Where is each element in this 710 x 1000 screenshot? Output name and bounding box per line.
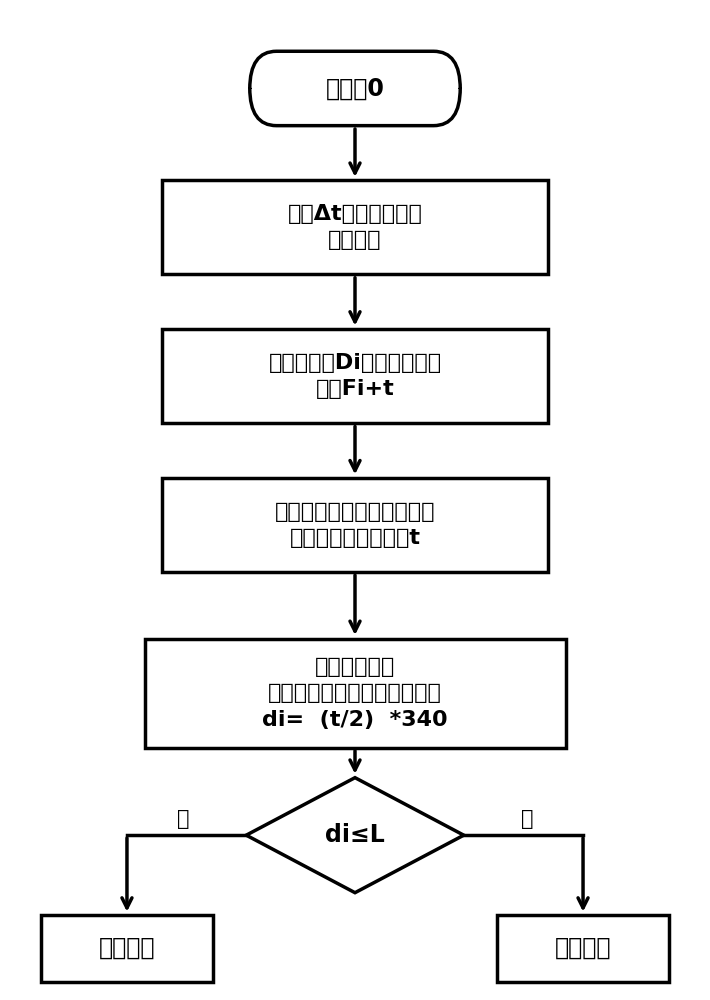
Text: 安全状态: 安全状态 — [99, 936, 155, 960]
Text: di≤L: di≤L — [325, 823, 385, 847]
Bar — [162, 180, 548, 274]
FancyBboxPatch shape — [250, 51, 460, 126]
Text: 预警状态: 预警状态 — [555, 936, 611, 960]
Text: 超声波信号Di，超声波反射
信号Fi+t: 超声波信号Di，超声波反射 信号Fi+t — [268, 353, 442, 399]
Bar — [41, 915, 213, 982]
Bar — [162, 478, 548, 572]
Bar — [145, 639, 565, 748]
Text: 获取超声波反射相与超声波
发射之间的间隔时长t: 获取超声波反射相与超声波 发射之间的间隔时长t — [275, 502, 435, 548]
Text: 每隔Δt时间，发出超
声波信号: 每隔Δt时间，发出超 声波信号 — [288, 204, 422, 250]
Text: 是: 是 — [520, 809, 533, 829]
Text: 逻辑判断模块
计算障碍物和车辆之间的距离
di=  (t/2)  *340: 逻辑判断模块 计算障碍物和车辆之间的距离 di= (t/2) *340 — [262, 657, 448, 730]
Bar — [162, 329, 548, 423]
Text: 车速为0: 车速为0 — [326, 76, 384, 100]
Text: 否: 否 — [177, 809, 190, 829]
Bar — [497, 915, 669, 982]
Polygon shape — [246, 778, 464, 893]
